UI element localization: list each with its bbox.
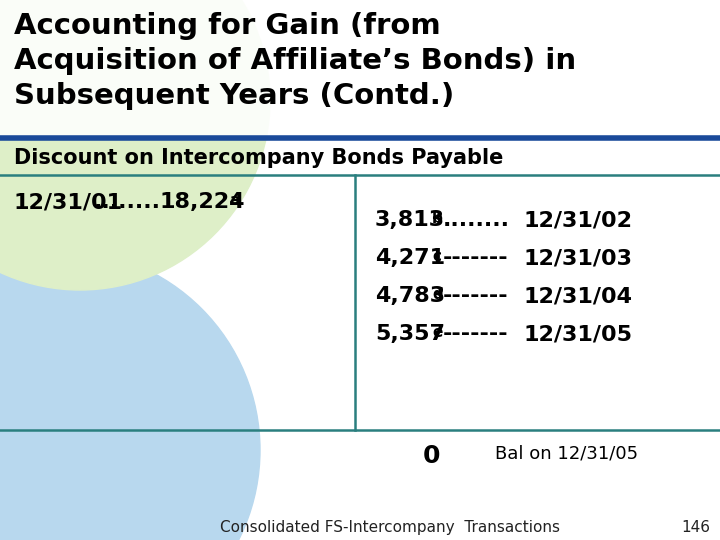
Text: 12/31/02: 12/31/02: [523, 210, 632, 230]
Text: 0: 0: [423, 444, 441, 468]
Text: e: e: [432, 325, 442, 340]
Text: Subsequent Years (Contd.): Subsequent Years (Contd.): [14, 82, 454, 110]
Text: c: c: [432, 249, 441, 264]
Text: 146: 146: [681, 520, 710, 535]
Text: a: a: [229, 193, 239, 208]
Text: -------: -------: [443, 248, 508, 268]
Text: 12/31/01: 12/31/01: [14, 192, 123, 212]
Text: Discount on Intercompany Bonds Payable: Discount on Intercompany Bonds Payable: [14, 148, 503, 168]
FancyBboxPatch shape: [0, 0, 720, 140]
Text: 12/31/05: 12/31/05: [523, 324, 632, 344]
Circle shape: [0, 0, 270, 290]
Text: Consolidated FS-Intercompany  Transactions: Consolidated FS-Intercompany Transaction…: [220, 520, 560, 535]
Text: ........: ........: [443, 210, 510, 230]
Text: Accounting for Gain (from: Accounting for Gain (from: [14, 12, 441, 40]
Text: d: d: [432, 287, 443, 302]
Text: 3,813: 3,813: [375, 210, 445, 230]
Text: Bal on 12/31/05: Bal on 12/31/05: [495, 444, 638, 462]
Circle shape: [0, 250, 260, 540]
Text: ........: ........: [94, 192, 161, 212]
Text: b: b: [432, 211, 443, 226]
Text: 12/31/04: 12/31/04: [523, 286, 632, 306]
Text: 4,271: 4,271: [375, 248, 445, 268]
Text: 12/31/03: 12/31/03: [523, 248, 632, 268]
Text: -------: -------: [443, 286, 508, 306]
Text: -------: -------: [443, 324, 508, 344]
Text: 5,357: 5,357: [375, 324, 445, 344]
Text: 4,783: 4,783: [375, 286, 445, 306]
Text: 18,224: 18,224: [159, 192, 245, 212]
Text: Acquisition of Affiliate’s Bonds) in: Acquisition of Affiliate’s Bonds) in: [14, 47, 576, 75]
